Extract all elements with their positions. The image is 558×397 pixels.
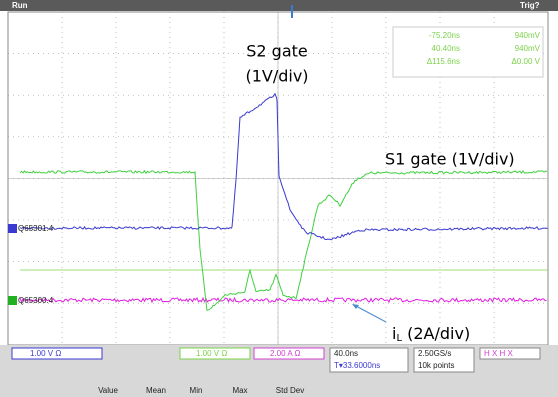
measure-header: Std Dev: [276, 386, 304, 395]
il-annotation: iL (2A/div): [392, 324, 470, 345]
cursor-value: Δ115.6ns: [427, 57, 460, 66]
s2-annotation: S2 gate: [246, 42, 308, 61]
measure-header: Value: [98, 386, 118, 395]
record-length: 10k points: [418, 361, 454, 370]
cursor-value: -75.20ns: [429, 31, 460, 40]
cursor-value: Δ0.00 V: [512, 57, 541, 66]
position: T▾33.6000ns: [334, 361, 380, 370]
cursor-modes: H X H X: [484, 349, 514, 358]
cursor-value: 940mV: [515, 44, 541, 53]
ch1-label: Q65301.4: [18, 224, 54, 233]
s2-annotation: (1V/div): [245, 67, 308, 86]
measure-header: Min: [190, 386, 203, 395]
ch3-scale: 1.00 V Ω: [196, 349, 227, 358]
top-bar: [0, 0, 558, 11]
run-status: Run: [12, 1, 28, 10]
ch4-label: Q65300.4: [18, 296, 54, 305]
il-scale: (2A/div): [402, 324, 470, 343]
s1-annotation: S1 gate (1V/div): [385, 150, 515, 169]
sample-rate: 2.50GS/s: [418, 349, 451, 358]
ch1-marker: [8, 224, 17, 233]
measure-header: Mean: [146, 386, 166, 395]
measure-header: Max: [232, 386, 247, 395]
ch4-scale: 2.00 A Ω: [270, 349, 300, 358]
scope-screen: Run Trig? S2 gate (1V/div) S1 gate (1V/d…: [0, 0, 558, 397]
trigger-status: Trig?: [520, 1, 540, 10]
ch4-marker: [8, 296, 17, 305]
timebase: 40.0ns: [334, 349, 358, 358]
ch1-scale: 1.00 V Ω: [30, 349, 61, 358]
cursor-value: 40.40ns: [432, 44, 460, 53]
cursor-value: 940mV: [515, 31, 541, 40]
